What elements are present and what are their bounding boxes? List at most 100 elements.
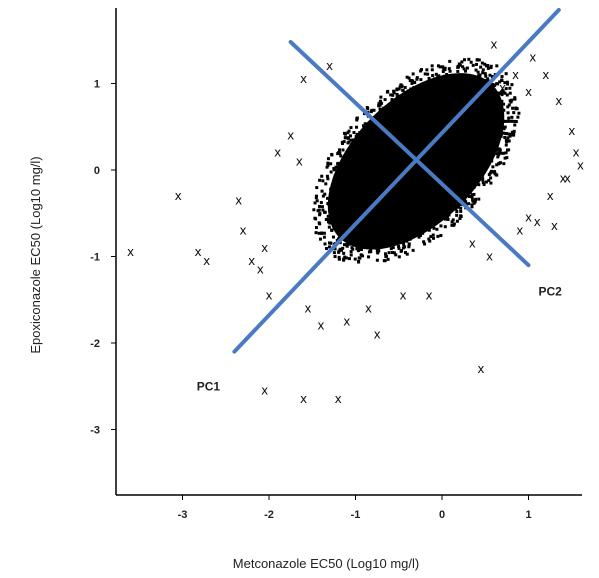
cloud-point [417,235,421,239]
cloud-point [443,76,447,80]
cloud-point [503,156,507,160]
cloud-point [387,251,391,255]
cloud-point [342,140,346,144]
cloud-point [392,239,396,243]
cloud-point [490,159,494,163]
cloud-point [381,237,385,241]
cloud-point [418,90,422,94]
cloud-point [503,81,507,85]
cloud-point [369,250,373,254]
cloud-point [469,60,473,64]
cloud-point [469,77,473,81]
cloud-point [369,244,373,248]
cloud-point [459,209,463,213]
cloud-point [343,136,347,140]
cloud-point [415,229,419,233]
cloud-point [337,249,341,253]
outlier-point: x [304,301,311,315]
cloud-point [433,80,437,84]
cloud-point [408,79,412,83]
cloud-point [478,73,482,77]
cloud-point [467,202,471,206]
cloud-point [498,123,502,127]
cloud-point [421,231,425,235]
cloud-point [389,102,393,106]
cloud-point [389,109,393,113]
cloud-point [451,218,455,222]
x-tick-label: -2 [264,509,274,521]
cloud-point [384,243,388,247]
cloud-point [483,160,487,164]
cloud-point [407,245,411,249]
cloud-point [462,193,466,197]
cloud-point [453,81,457,85]
cloud-point [496,162,500,166]
cloud-point [414,233,418,237]
cloud-point [378,99,382,103]
cloud-point [510,130,514,134]
cloud-point [359,248,363,252]
cloud-point [451,200,455,204]
cloud-point [465,66,469,70]
cloud-point [342,257,346,261]
cloud-point [490,88,494,92]
cloud-point [427,237,431,241]
cloud-point [343,255,347,259]
outlier-point: x [203,254,210,268]
cloud-point [499,134,503,138]
cloud-point [347,129,351,133]
cloud-point [477,58,481,62]
cloud-point [342,243,346,247]
cloud-point [463,74,467,78]
cloud-point [500,78,504,82]
y-tick-label: 0 [94,165,100,177]
cloud-point [336,232,340,236]
cloud-point [370,108,374,112]
cloud-point [395,88,399,92]
cloud-point [411,79,415,83]
cloud-point [481,71,485,75]
cloud-point [318,213,322,217]
cloud-point [441,70,445,74]
cloud-point [446,78,450,82]
cloud-point [318,237,322,241]
cloud-point [444,213,448,217]
cloud-point [419,230,423,234]
cloud-point [334,192,338,196]
x-tick-label: -1 [351,509,361,521]
cloud-point [331,211,335,215]
cloud-point [319,231,323,235]
cloud-point [458,63,462,67]
cloud-point [498,150,502,154]
cloud-point [361,232,365,236]
cloud-point [467,57,471,61]
cloud-point [470,177,474,181]
cloud-point [444,79,448,83]
outlier-point: x [265,288,272,302]
cloud-point [475,58,479,62]
cloud-point [489,106,493,110]
cloud-point [492,117,496,121]
cloud-point [483,83,487,87]
cloud-point [328,220,332,224]
cloud-point [447,213,451,217]
cloud-point [364,245,368,249]
cloud-point [336,171,340,175]
cloud-point [488,95,492,99]
cloud-point [507,148,511,152]
cloud-point [405,75,409,79]
cloud-point [483,152,487,156]
cloud-point [374,114,378,118]
outlier-point: x [525,85,532,99]
outlier-point: x [261,241,268,255]
cloud-point [397,255,401,259]
cloud-point [495,148,499,152]
cloud-point [512,129,516,133]
cloud-point [506,105,510,109]
cloud-point [498,161,502,165]
cloud-point [319,201,323,205]
cloud-point [353,148,357,152]
cloud-point [495,107,499,111]
pc2-line [288,39,531,268]
cloud-point [507,116,511,120]
